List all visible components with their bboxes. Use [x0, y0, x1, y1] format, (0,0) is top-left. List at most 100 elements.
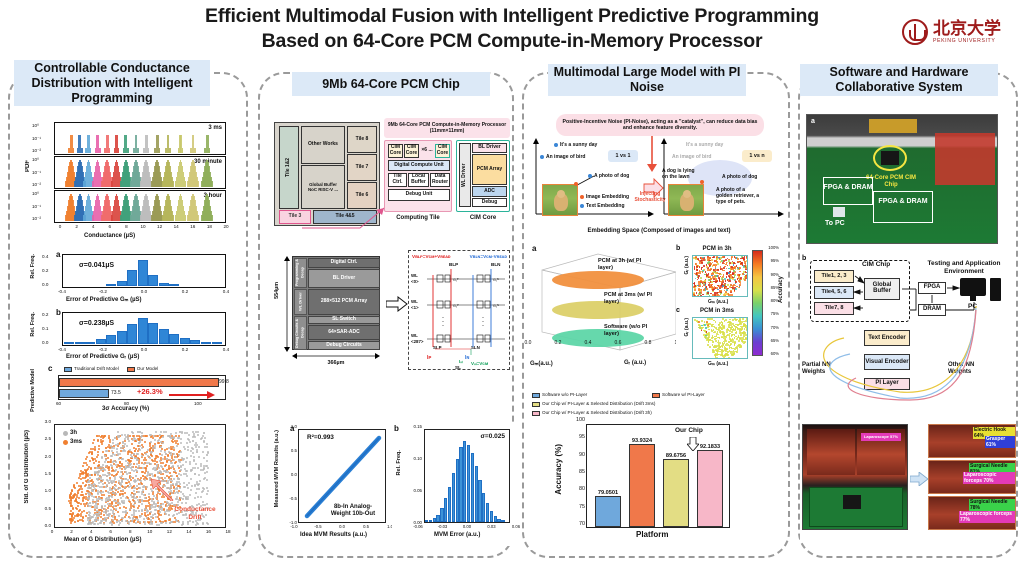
accuracy-map-point	[714, 287, 717, 289]
scatter-point-3ms	[82, 471, 85, 474]
scatter-point-3h	[195, 442, 198, 445]
scatter-point-3ms	[70, 495, 73, 498]
scatter-point-3h	[105, 458, 108, 461]
scatter-point-3h	[133, 479, 136, 482]
cim-chip-dashed-box	[810, 260, 910, 322]
accuracy-map-point	[724, 280, 727, 282]
scatter-point-3ms	[114, 501, 117, 504]
accuracy-map-point	[744, 262, 747, 265]
scatter-point-3h	[108, 488, 111, 491]
pdf-bar	[157, 161, 159, 187]
scatter-point-3h	[154, 468, 157, 471]
scatter-point-3ms	[156, 442, 159, 445]
pdf-bar	[94, 148, 97, 153]
hist-b-ylabel: Rel. Freq.	[30, 312, 36, 337]
scatter-point-3h	[99, 480, 102, 483]
axis-tick: 18	[206, 224, 212, 229]
accuracy-map-point	[699, 290, 701, 293]
accuracy-map-point	[726, 261, 729, 264]
scatter-point-3ms	[98, 445, 101, 448]
scatter-point-3ms	[128, 476, 131, 479]
scatter-point-3ms	[101, 450, 104, 453]
accuracy-map-point	[698, 293, 701, 295]
scatter-point-3h	[149, 452, 152, 455]
scatter-point-3ms	[159, 502, 162, 505]
scatter-point-3ms	[69, 503, 72, 506]
scatter-point-3h	[167, 510, 170, 513]
scatter-point-3h	[87, 496, 90, 499]
accuracy-map-point	[730, 265, 733, 268]
scatter-point-3ms	[164, 465, 167, 468]
scatter-point-3h	[150, 440, 153, 443]
accuracy-map-point	[717, 288, 719, 291]
pdf-panel-label-3ms: 3 ms	[208, 125, 222, 131]
accuracy-map-point	[704, 282, 707, 285]
scatter-point-3ms	[91, 457, 94, 460]
die-tile-6: Tile 6	[347, 182, 377, 209]
accuracy-map-point	[706, 274, 708, 277]
wl-driver-block: WL Driver	[459, 143, 471, 207]
scatter-point-3h	[119, 496, 122, 499]
scatter-point-3h	[182, 464, 185, 467]
board-topc-connector	[833, 207, 845, 217]
injecting-stochasticity-label: Injecting Stochasticity	[634, 191, 666, 203]
scatter-point-3h	[205, 465, 208, 468]
scatter-point-3ms	[144, 469, 147, 472]
pdf-bar	[162, 181, 164, 187]
pdf-bar	[174, 215, 177, 221]
scatter-point-3h	[185, 517, 188, 520]
scatter-point-3h	[98, 466, 101, 469]
pdf-bar	[76, 148, 79, 153]
scatter-point-3h	[180, 465, 183, 468]
scatter-point-3ms	[170, 507, 173, 510]
pdf-bar	[166, 135, 168, 153]
accuracy-map-point	[717, 284, 720, 287]
scatter-point-3h	[187, 448, 190, 451]
pdf-bar	[134, 161, 136, 187]
scatter-point-3h	[87, 498, 90, 501]
scatter-point-3h	[177, 499, 180, 502]
pi-noise-banner: Positive-Incentive Noise (PI-Noise), act…	[556, 114, 764, 136]
scatter-point-3ms	[179, 505, 182, 508]
scatter-point-3ms	[148, 448, 151, 451]
mvm-a-fit-line	[304, 435, 382, 519]
accuracy-map-point	[711, 283, 714, 286]
scatter-point-3ms	[100, 441, 103, 444]
accuracy-map-point	[740, 256, 743, 258]
scatter-point-3h	[109, 487, 112, 490]
scatter-point-3h	[164, 512, 167, 515]
scatter-point-3ms	[163, 508, 166, 511]
pdf-bar	[169, 166, 171, 187]
scatter-point-3h	[104, 486, 107, 489]
accuracy-map-point	[695, 292, 698, 295]
mvm-a-axes: R²=0.993 8b-In Analog-Weight 10b-Out	[298, 429, 386, 523]
panel-label-a: a	[56, 250, 61, 259]
accuracy-map-point	[724, 358, 726, 359]
legend-swatch-chip-3h	[532, 410, 540, 416]
accuracy-map-point	[694, 277, 697, 280]
accuracy-map-point	[743, 259, 745, 261]
accuracy-map-point	[710, 292, 713, 295]
pdf-bar	[135, 135, 138, 153]
accuracy-map-point	[726, 342, 728, 345]
pdf-bar	[99, 148, 101, 153]
scatter-point-3ms	[129, 459, 132, 462]
accuracy-map-point	[722, 276, 725, 279]
col2-layout-figure: 554µm Programming & Decap WL Driver Debu…	[274, 248, 386, 370]
pdf-bar	[82, 171, 84, 187]
pdf-bar	[124, 161, 126, 187]
scatter-point-3h	[165, 509, 168, 512]
scatter-point-3ms	[177, 451, 180, 454]
tile-group-2: Tile4, 5, 6	[814, 286, 854, 299]
scatter-point-3h	[96, 513, 99, 516]
scatter-point-3ms	[178, 434, 181, 437]
mvm-a-note: 8b-In Analog-Weight 10b-Out	[330, 504, 376, 517]
accuracy-map-point	[740, 322, 742, 325]
histogram-bar	[444, 498, 448, 522]
pdf-ytick: 10⁻¹	[32, 170, 42, 175]
scatter-point-3h	[187, 487, 190, 490]
pdf-bar	[164, 171, 166, 187]
scatter-point-3h	[166, 486, 169, 489]
scatter-point-3h	[167, 481, 170, 484]
scatter-point-3h	[108, 492, 111, 495]
